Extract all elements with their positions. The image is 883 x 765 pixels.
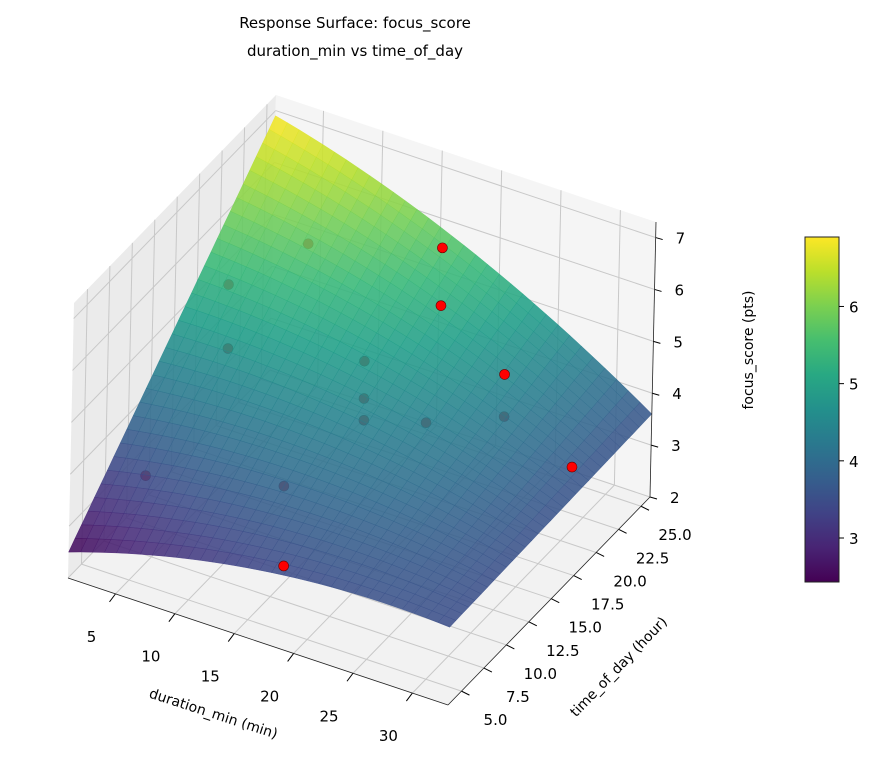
z-tick-mark [655,237,663,241]
data-point [437,242,448,254]
y-tick-mark [640,505,650,511]
y-tick-label: 22.5 [636,549,669,567]
x-tick-label: 15 [201,668,220,686]
y-tick-label: 17.5 [591,596,624,614]
z-tick-mark [650,444,659,448]
y-tick-mark [595,552,605,557]
z-tick-mark [649,496,658,500]
data-point [566,461,578,473]
y-tick-label: 20.0 [613,572,646,590]
y-tick-label: 7.5 [506,688,530,706]
y-tick-mark [506,644,515,650]
chart-title-line-2: duration_min vs time_of_day [246,42,464,60]
y-tick-label: 5.0 [484,711,508,729]
x-tick-mark [227,633,235,642]
colorbar: 3 4 5 6 [804,236,859,583]
z-tick-label: 5 [673,333,683,351]
floor-gridline-y [103,540,485,669]
x-tick-label: 20 [260,687,279,705]
x-tick-mark [405,692,413,702]
colorbar-gradient [804,236,840,583]
axes: 510152025305.07.510.012.515.017.520.022.… [67,221,692,745]
y-tick-mark [551,598,560,604]
axis-line [447,496,651,706]
y-tick-mark [483,667,493,673]
x-tick-mark [109,593,116,603]
x-tick-label: 30 [379,727,398,745]
y-tick-mark [461,690,470,696]
y-tick-label: 25.0 [658,526,691,544]
y-tick-mark [573,575,582,581]
y-tick-mark [528,621,538,627]
y-tick-label: 15.0 [569,619,602,637]
x-tick-mark [168,613,176,623]
z-tick-label: 2 [670,489,680,507]
floor-gridline-y [81,563,462,692]
colorbar-tick-label: 6 [849,298,859,316]
data-point [278,560,289,572]
data-point [435,300,447,311]
z-tick-label: 6 [675,281,685,299]
surface-patch [437,615,457,628]
colorbar-tick-label: 4 [849,453,859,471]
z-tick-mark [654,288,662,292]
axis-line [649,221,657,498]
x-tick-mark [287,653,295,662]
y-tick-label: 10.0 [524,665,557,683]
z-tick-label: 3 [671,437,681,455]
colorbar-tick-label: 3 [849,530,859,548]
floor-gridline-x [412,484,615,694]
x-tick-label: 25 [319,707,338,725]
left-wall-gridline-y [80,289,88,565]
x-tick-mark [346,672,354,682]
z-tick-mark [652,392,660,396]
axis-line [67,577,449,706]
left-wall-gridline-z [73,110,277,319]
chart-title-line-1: Response Surface: focus_score [239,14,471,32]
y-tick-mark [618,528,627,534]
z-tick-label: 7 [676,230,686,248]
z-tick-mark [653,340,661,344]
data-point [499,369,510,380]
x-tick-label: 5 [87,628,97,646]
surface-mesh [68,115,653,628]
back-wall-gridline-z [275,110,656,239]
y-tick-label: 12.5 [546,642,579,660]
x-tick-label: 10 [141,648,160,666]
z-axis-label: focus_score (pts) [741,290,757,409]
z-tick-label: 4 [672,385,682,403]
colorbar-tick-label: 5 [849,376,859,394]
